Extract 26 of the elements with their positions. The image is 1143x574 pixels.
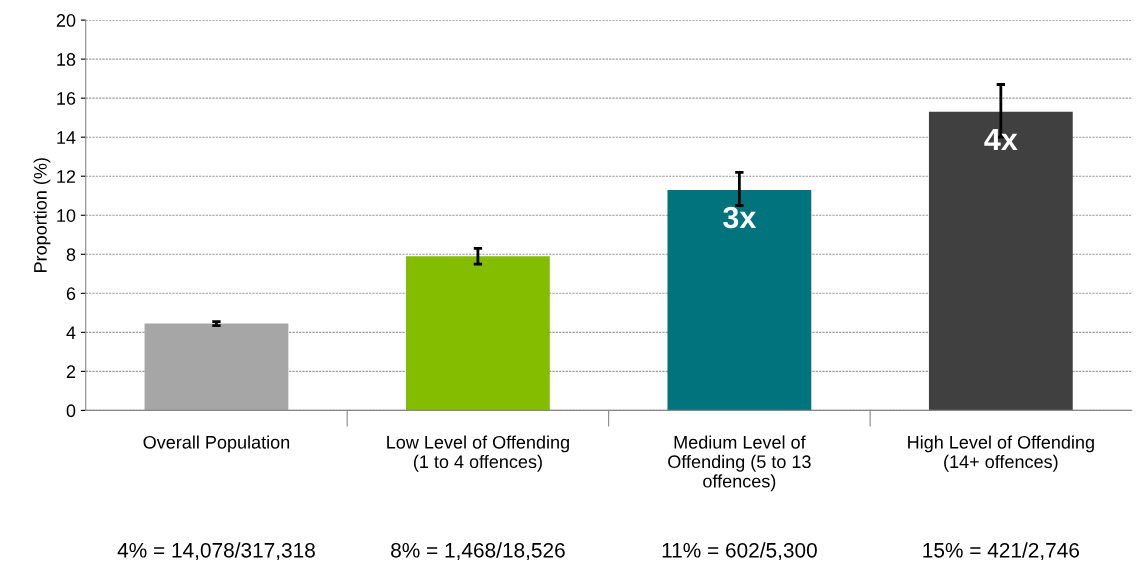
x-tick-label: Low Level of Offending (1 to 4 offences) <box>387 435 569 472</box>
y-tick-label: 14 <box>57 131 76 144</box>
y-tick-label: 10 <box>57 209 76 222</box>
annotation: 3x <box>723 206 757 229</box>
y-axis-title: Proportion (%) <box>33 158 51 272</box>
annotation: 4x <box>984 128 1018 150</box>
y-tick-label: 0 <box>66 404 76 418</box>
text: 11% = 602/5,300 <box>662 542 817 561</box>
y-tick-label: 2 <box>66 365 76 378</box>
y-tick-label: 16 <box>57 92 76 105</box>
y-tick-label: 6 <box>66 287 76 301</box>
bar <box>406 256 550 411</box>
bar <box>667 189 812 411</box>
y-tick-label: 20 <box>56 14 76 27</box>
bar <box>928 111 1073 411</box>
x-tick-label: Overall Population <box>143 435 290 453</box>
text: 15% = 421/2,746 <box>923 542 1079 561</box>
y-tick-label: 18 <box>57 53 76 66</box>
x-tick-label: High Level of Offending (14+ offences) <box>908 435 1094 472</box>
y-tick-label: 4 <box>66 326 76 339</box>
x-tick-label: Medium Level of Offending (5 to 13 offences) <box>668 435 811 492</box>
y-tick-label: 8 <box>66 248 76 261</box>
text: 8% = 1,468/18,526 <box>391 542 565 561</box>
y-tick-label: 12 <box>57 170 76 183</box>
bar <box>144 323 289 411</box>
text: 4% = 14,078/317,318 <box>117 542 315 561</box>
